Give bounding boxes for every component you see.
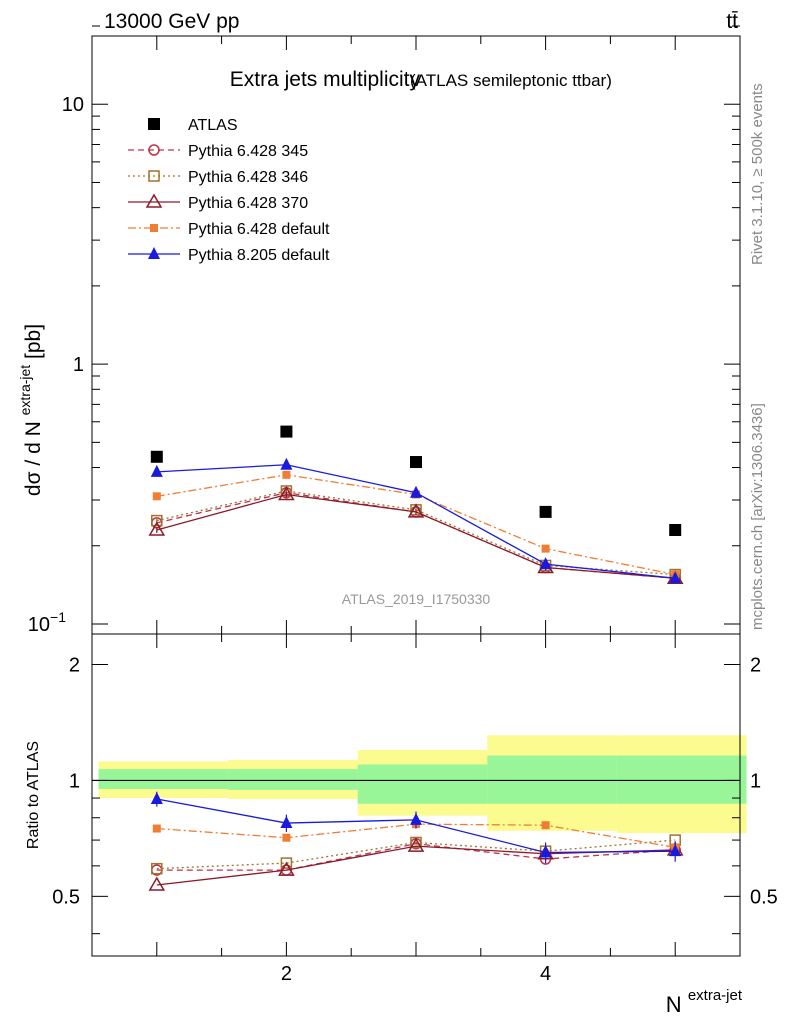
main-title-suffix: (ATLAS semileptonic ttbar) — [410, 71, 612, 90]
series-3-point — [148, 521, 166, 536]
svg-text:dσ / d N extra-jet: dσ / d N extra-jet [pb] — [12, 324, 45, 496]
header-left: 13000 GeV pp — [104, 10, 239, 33]
mcplots-label: mcplots.cern.ch [arXiv:1306.3436] — [749, 403, 766, 630]
ratio-axis-ticks: 0.5 0.5 1 1 2 2 2 4 — [52, 634, 778, 985]
ratio-series-2-line — [156, 839, 676, 870]
ratio-y-tick-label: 2 — [69, 654, 80, 676]
ratio-xlabel-sup: extra-jet — [688, 987, 743, 1004]
uncertainty-band-stat — [357, 764, 488, 804]
legend-marker — [150, 224, 158, 232]
legend-label: Pythia 6.428 346 — [188, 169, 308, 186]
ratio-series-3-point — [407, 837, 425, 852]
legend-marker — [148, 118, 160, 130]
series-atlas-point — [539, 505, 552, 518]
series-3-point — [278, 486, 295, 501]
legend-label: ATLAS — [188, 117, 238, 134]
ratio-plot-area — [92, 735, 747, 891]
ratio-series-4-point — [282, 833, 291, 842]
main-title: Extra jets multiplicity — [230, 68, 421, 91]
ratio-series-5-point — [410, 812, 422, 825]
legend-marker — [148, 144, 160, 156]
ratio-y-tick-label: 1 — [69, 770, 80, 792]
series-5-line — [156, 464, 676, 579]
ratio-series-5-point — [669, 844, 682, 857]
y-tick-label: 1 — [73, 354, 84, 376]
y-tick-label-base: 10 — [28, 614, 50, 636]
legend-label: Pythia 6.428 345 — [188, 143, 308, 160]
legend-label: Pythia 6.428 default — [188, 221, 330, 238]
ratio-x-tick-label: 2 — [281, 963, 292, 985]
main-ylabel-text: dσ / d N — [22, 421, 45, 496]
watermark: ATLAS_2019_I1750330 — [342, 591, 491, 607]
ratio-series-5-point — [150, 791, 163, 804]
series-4-point — [541, 544, 550, 553]
ratio-x-tick-label: 4 — [540, 963, 551, 985]
series-4-point — [152, 492, 161, 501]
main-plot-area — [148, 425, 684, 584]
ratio-series-3-point — [148, 876, 166, 891]
legend-marker — [148, 170, 160, 182]
header-right: tt̄ — [726, 10, 738, 33]
ratio-y-tick-label: 0.5 — [52, 886, 80, 908]
series-atlas-point — [280, 425, 293, 438]
series-atlas-point — [150, 450, 163, 463]
y-tick-label: 10 — [62, 94, 84, 116]
rivet-label: Rivet 3.1.10, ≥ 500k events — [749, 83, 766, 265]
ratio-y-tick-label-right: 0.5 — [750, 886, 778, 908]
ratio-ylabel: Ratio to ATLAS — [25, 741, 42, 849]
series-5-point — [539, 557, 552, 570]
main-ylabel: dσ / d N extra-jet [pb] — [12, 324, 45, 496]
ratio-y-tick-label-right: 1 — [750, 770, 761, 792]
uncertainty-band-stat — [228, 769, 358, 790]
ratio-series-2-point — [410, 836, 422, 849]
legend-marker — [148, 247, 160, 259]
ratio-series-4-point — [152, 824, 161, 833]
ratio-y-tick-label-right: 2 — [750, 654, 761, 676]
series-5-point — [410, 485, 422, 498]
series-5-point — [669, 571, 682, 584]
series-4-point — [282, 470, 291, 479]
ratio-series-5-point — [280, 816, 293, 829]
uncertainty-band-stat — [98, 769, 229, 789]
legend-marker — [145, 193, 163, 208]
ratio-series-4-point — [541, 821, 550, 830]
main-ylabel-unit: [pb] — [22, 324, 45, 359]
series-5-point — [280, 457, 293, 470]
uncertainty-band-stat — [487, 755, 617, 804]
y-tick-label-exp: −1 — [50, 609, 66, 625]
series-atlas-point — [669, 523, 682, 536]
ratio-series-2-point — [280, 857, 293, 869]
y-tick-label: 10−1 — [28, 609, 66, 636]
ratio-xlabel-text: N — [666, 992, 682, 1017]
ratio-series-1-line — [156, 843, 676, 871]
ratio-xlabel: N extra-jet — [666, 987, 743, 1017]
series-atlas-point — [410, 456, 422, 469]
ratio-series-5-point — [539, 845, 552, 858]
uncertainty-band-stat — [616, 755, 747, 804]
legend-label: Pythia 8.205 default — [188, 247, 330, 264]
legend: ATLAS Pythia 6.428 345 Pythia 6.428 346 Pyt… — [128, 117, 330, 264]
series-2-point — [151, 514, 163, 527]
legend-label: Pythia 6.428 370 — [188, 195, 308, 212]
main-ylabel-sup: extra-jet — [17, 365, 33, 416]
ratio-series-3-point — [278, 861, 295, 876]
series-5-point — [150, 464, 163, 477]
series-3-point — [407, 503, 425, 518]
ratio-series-2-point — [151, 862, 163, 875]
